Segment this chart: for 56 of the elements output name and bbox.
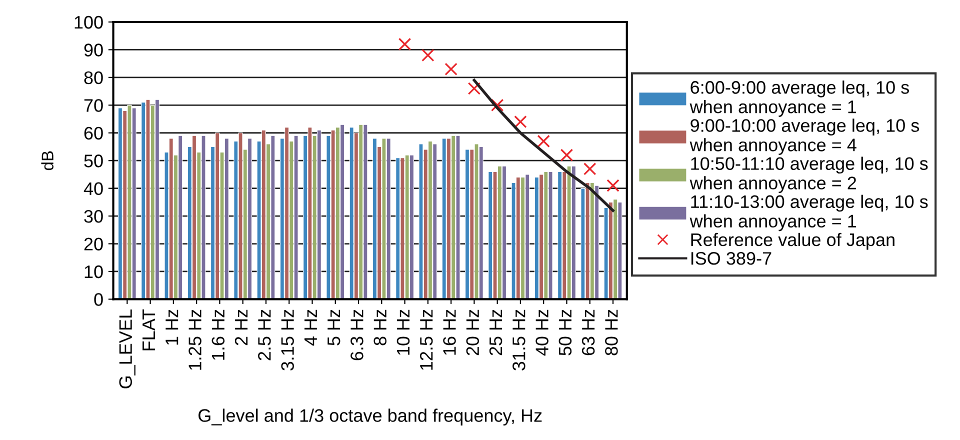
x-tick-label: 5 Hz [328, 310, 340, 346]
point [422, 48, 434, 62]
x-tick-label: 16 Hz [443, 310, 456, 355]
y-tick-label: 90 [84, 44, 103, 56]
y-tick-label: 50 [84, 154, 103, 168]
legend-label: ISO 389-7 [691, 252, 772, 265]
y-tick-label: 40 [84, 182, 103, 196]
x-tick-label: 80 Hz [605, 310, 618, 356]
x-tick-label: 40 Hz [536, 310, 548, 356]
point [490, 98, 504, 112]
x-tick-label: 25 Hz [489, 310, 502, 356]
bar [558, 171, 562, 300]
legend-label: Reference value of Japan [691, 232, 894, 250]
point [398, 38, 412, 51]
legend-label: 10:50-11:10 average leq, 10 s when annoyance = 2 [690, 156, 928, 194]
bar [316, 130, 322, 300]
x-tick-label: 63 Hz [582, 310, 595, 356]
point [537, 134, 550, 148]
y-tick-label: 10 [84, 265, 103, 278]
x-tick-label: 2 Hz [234, 310, 248, 346]
x-tick-label: FLAT [142, 309, 155, 350]
x-axis-title: G_level and 1/3 octave band frequency, Hz [198, 408, 542, 426]
point [560, 148, 574, 162]
x-tick-label: 10 Hz [396, 310, 410, 355]
x-tick-label: 1.25 Hz [188, 310, 202, 370]
legend-label: 6:00-9:00 average leq, 10 s when annoyance = 1 [690, 80, 909, 117]
y-axis-title: dB [41, 151, 54, 170]
x-tick-label: 3.15 Hz [281, 310, 294, 370]
x-tick-label: 4 Hz [304, 310, 317, 346]
x-tick-label: 2.5 Hz [258, 310, 271, 360]
x-tick-label: 12.5 Hz [420, 310, 433, 370]
point [444, 62, 458, 76]
point [606, 179, 620, 192]
bar [571, 166, 576, 300]
x-tick-label: 50 Hz [558, 310, 572, 356]
x-tick-label: G_LEVEL [119, 310, 136, 388]
x-tick-label: 1.6 Hz [212, 310, 225, 360]
legend-label: 9:00-10:00 average leq, 10 s when annoyance = 4 [690, 118, 920, 155]
legend-label: 11:10-13:00 average leq, 10 s when annoyance = 1 [690, 194, 928, 232]
point [514, 115, 527, 128]
y-tick-label: 70 [84, 99, 103, 112]
x-tick-label: 31.5 Hz [512, 310, 526, 370]
bar [154, 99, 160, 300]
y-tick-label: 20 [84, 238, 103, 250]
x-tick-label: 8 Hz [374, 310, 386, 346]
x-tick-label: 1 Hz [166, 310, 178, 345]
y-tick-label: 80 [84, 71, 103, 84]
y-tick-label: 100 [74, 16, 103, 29]
y-tick-label: 30 [84, 210, 103, 223]
point [583, 162, 596, 176]
x-tick-label: 20 Hz [466, 310, 480, 356]
bar [409, 154, 414, 300]
point [468, 82, 481, 95]
y-tick-label: 0 [94, 293, 103, 306]
y-tick-label: 60 [84, 126, 103, 140]
x-tick-label: 6.3 Hz [350, 310, 364, 360]
